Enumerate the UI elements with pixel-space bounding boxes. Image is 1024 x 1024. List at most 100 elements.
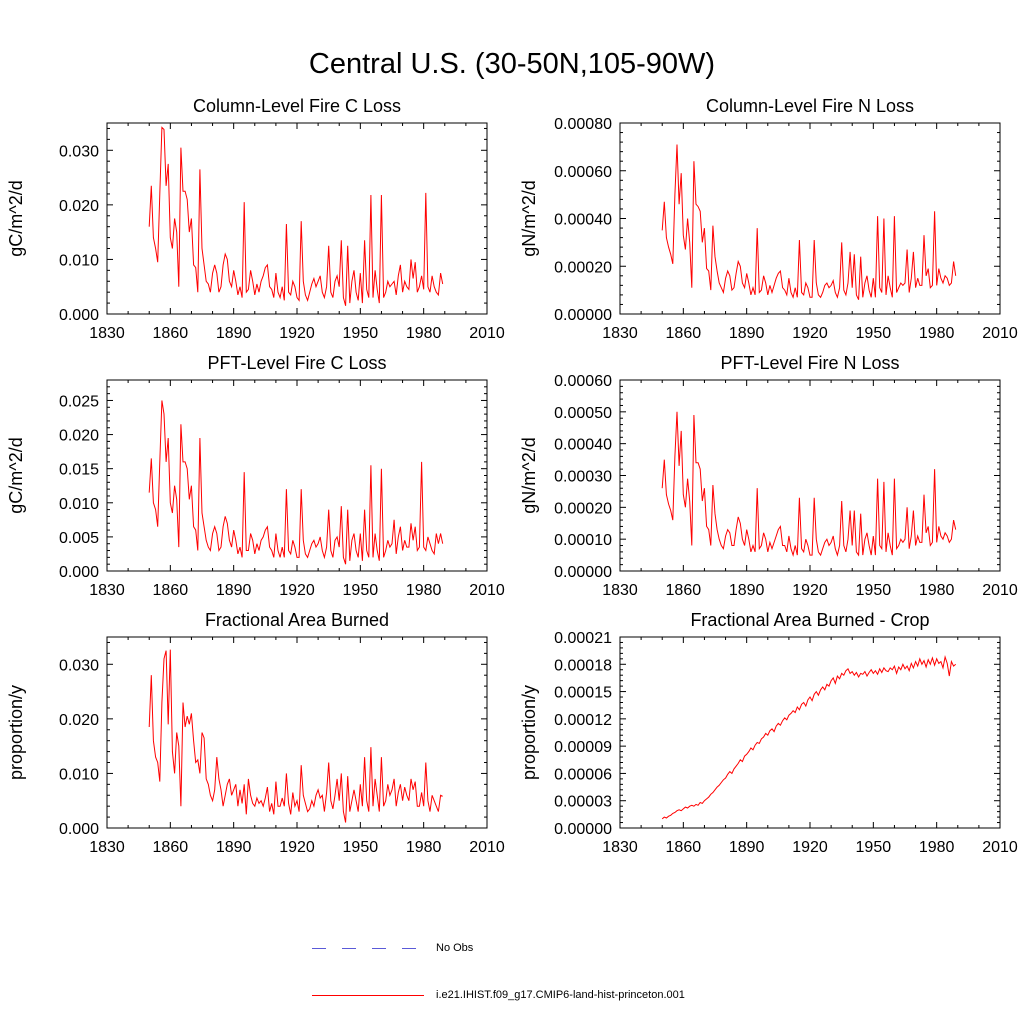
y-tick-label: 0.000: [59, 564, 99, 581]
x-tick-label: 1980: [406, 839, 442, 856]
x-tick-label: 2010: [469, 325, 505, 342]
y-tick-label: 0.00006: [554, 766, 612, 783]
x-tick-label: 1920: [792, 839, 828, 856]
x-tick-label: 1950: [343, 582, 379, 599]
y-tick-label: 0.00000: [554, 821, 612, 838]
y-tick-label: 0.00040: [554, 212, 612, 229]
x-tick-label: 1980: [406, 582, 442, 599]
x-tick-label: 1830: [89, 582, 125, 599]
y-tick-label: 0.00060: [554, 373, 612, 390]
y-tick-label: 0.00040: [554, 437, 612, 454]
x-tick-label: 1950: [343, 839, 379, 856]
y-tick-label: 0.005: [59, 530, 99, 547]
x-tick-label: 1950: [343, 325, 379, 342]
x-tick-label: 1980: [406, 325, 442, 342]
chart-fractional-area-burned: Fractional Area Burned proportion/y 1830 18…: [6, 610, 505, 856]
x-tick-label: 1860: [666, 839, 702, 856]
series-line: [661, 655, 957, 820]
x-tick-label: 2010: [469, 582, 505, 599]
x-tick-label: 1890: [216, 839, 252, 856]
y-tick-label: 0.030: [59, 143, 99, 160]
legend-swatch-dashed: [312, 948, 424, 949]
y-tick-label: 0.00010: [554, 532, 612, 549]
chart-title: Column-Level Fire C Loss: [193, 96, 401, 116]
y-tick-label: 0.00021: [554, 630, 612, 647]
x-tick-label: 2010: [982, 325, 1018, 342]
x-tick-label: 1920: [792, 582, 828, 599]
y-tick-label: 0.00020: [554, 259, 612, 276]
x-tick-label: 1890: [729, 839, 765, 856]
y-tick-label: 0.000: [59, 821, 99, 838]
y-axis-label: gC/m^2/d: [6, 180, 26, 256]
y-tick-label: 0.010: [59, 496, 99, 513]
y-tick-label: 0.025: [59, 393, 99, 410]
y-tick-label: 0.010: [59, 252, 99, 269]
y-tick-label: 0.00003: [554, 794, 612, 811]
x-tick-label: 1860: [666, 325, 702, 342]
chart-fractional-area-burned-crop: Fractional Area Burned - Crop proportion/…: [519, 610, 1018, 856]
y-tick-label: 0.00060: [554, 164, 612, 181]
chart-pft-level-fire-n-loss: PFT-Level Fire N Loss gN/m^2/d 1830 1860 189…: [519, 353, 1018, 599]
y-axis-label: proportion/y: [6, 685, 26, 780]
x-tick-label: 1920: [792, 325, 828, 342]
x-tick-label: 1830: [89, 839, 125, 856]
x-tick-label: 1980: [919, 325, 955, 342]
legend-item-no-obs: No Obs: [312, 938, 872, 958]
y-tick-label: 0.00020: [554, 500, 612, 517]
plot-frame: [619, 379, 1001, 572]
x-tick-label: 1950: [856, 325, 892, 342]
y-axis-label: gN/m^2/d: [519, 437, 539, 513]
y-tick-label: 0.00009: [554, 739, 612, 756]
y-tick-label: 0.010: [59, 766, 99, 783]
x-tick-label: 1830: [602, 582, 638, 599]
y-axis-label: gC/m^2/d: [6, 437, 26, 513]
chart-title: PFT-Level Fire N Loss: [720, 353, 899, 373]
x-tick-label: 1950: [856, 839, 892, 856]
x-tick-label: 1980: [919, 582, 955, 599]
x-tick-label: 1890: [729, 582, 765, 599]
series-line: [148, 400, 444, 565]
y-tick-label: 0.00000: [554, 307, 612, 324]
x-tick-label: 1830: [89, 325, 125, 342]
chart-pft-level-fire-c-loss: PFT-Level Fire C Loss gC/m^2/d 1830 1860 189…: [6, 353, 505, 599]
x-tick-label: 1920: [279, 582, 315, 599]
y-axis-label: proportion/y: [519, 685, 539, 780]
series-line: [148, 126, 444, 306]
y-tick-label: 0.00015: [554, 685, 612, 702]
x-tick-label: 1920: [279, 839, 315, 856]
x-tick-label: 1860: [153, 582, 189, 599]
y-tick-label: 0.00018: [554, 657, 612, 674]
legend-item-model: i.e21.IHIST.f09_g17.CMIP6-land-hist-prin…: [312, 985, 872, 1005]
y-tick-label: 0.015: [59, 462, 99, 479]
y-tick-label: 0.00030: [554, 469, 612, 486]
x-tick-label: 1890: [216, 582, 252, 599]
chart-column-level-fire-c-loss: Column-Level Fire C Loss gC/m^2/d 1830 1860…: [6, 96, 505, 342]
x-tick-label: 1860: [153, 325, 189, 342]
chart-column-level-fire-n-loss: Column-Level Fire N Loss gN/m^2/d 1830 1860…: [519, 96, 1018, 342]
chart-title: PFT-Level Fire C Loss: [207, 353, 386, 373]
y-tick-label: 0.00012: [554, 712, 612, 729]
y-tick-label: 0.020: [59, 198, 99, 215]
x-tick-label: 1890: [729, 325, 765, 342]
y-tick-label: 0.00080: [554, 116, 612, 133]
chart-title: Fractional Area Burned - Crop: [690, 610, 929, 630]
x-tick-label: 1920: [279, 325, 315, 342]
y-tick-label: 0.020: [59, 428, 99, 445]
x-tick-label: 1860: [666, 582, 702, 599]
y-tick-label: 0.00050: [554, 405, 612, 422]
x-tick-label: 1950: [856, 582, 892, 599]
y-tick-label: 0.020: [59, 712, 99, 729]
series-line: [661, 144, 957, 300]
chart-title: Fractional Area Burned: [205, 610, 389, 630]
legend-swatch-solid: [312, 995, 424, 996]
y-tick-label: 0.000: [59, 307, 99, 324]
x-tick-label: 1980: [919, 839, 955, 856]
x-tick-label: 1830: [602, 839, 638, 856]
legend-label-no-obs: No Obs: [436, 942, 474, 954]
page-title: Central U.S. (30-50N,105-90W): [308, 48, 716, 80]
plot-frame: [106, 122, 488, 315]
x-tick-label: 1860: [153, 839, 189, 856]
x-tick-label: 1830: [602, 325, 638, 342]
x-tick-label: 2010: [469, 839, 505, 856]
